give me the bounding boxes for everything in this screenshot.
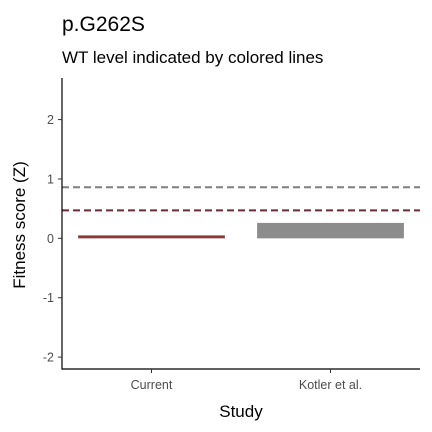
y-axis-title: Fitness score (Z): [10, 161, 29, 289]
chart-subtitle: WT level indicated by colored lines: [62, 48, 323, 67]
y-tick-label: 0: [47, 232, 54, 246]
axes: -2 -1 0 1 2 Current Kotler et al.: [43, 78, 420, 392]
x-tick-label: Current: [131, 378, 173, 392]
y-tick-label: 1: [47, 172, 54, 186]
x-tick-label: Kotler et al.: [299, 378, 362, 392]
y-tick-label: 2: [47, 113, 54, 127]
plot-area: [62, 186, 420, 239]
bar-1: [78, 235, 225, 239]
y-tick-label: -1: [43, 291, 54, 305]
y-tick-label: -2: [43, 351, 54, 365]
x-axis-title: Study: [219, 402, 263, 421]
chart-title: p.G262S: [62, 13, 145, 36]
bar-2: [257, 222, 404, 239]
